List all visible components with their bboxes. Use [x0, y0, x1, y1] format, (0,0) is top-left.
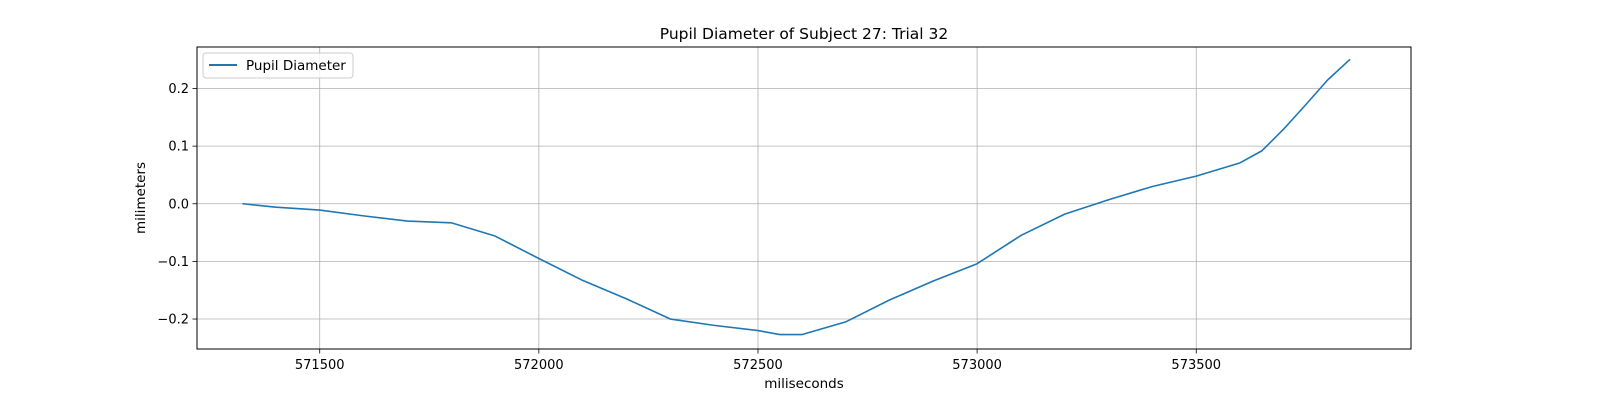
x-tick-label: 573500: [1171, 358, 1221, 373]
y-tick-label: −0.2: [157, 313, 189, 328]
grid: [197, 47, 1411, 349]
x-tick-label: 571500: [295, 358, 345, 373]
series-layer: [242, 58, 1351, 336]
legend: Pupil Diameter: [202, 52, 354, 79]
y-axis-label: milimeters: [133, 162, 149, 234]
x-tick-label: 572500: [733, 358, 783, 373]
x-tick-label: 572000: [514, 358, 564, 373]
y-tick-label: 0.2: [168, 82, 189, 97]
y-tick-label: −0.1: [157, 255, 189, 270]
y-tick-label: 0.1: [168, 140, 189, 155]
x-axis-label: miliseconds: [764, 376, 844, 392]
y-tick-label: 0.0: [168, 197, 189, 212]
chart-title: Pupil Diameter of Subject 27: Trial 32: [660, 25, 949, 43]
plot-frame: [196, 46, 1412, 350]
x-tick-label: 573000: [952, 358, 1002, 373]
series-line: [242, 58, 1351, 336]
x-axis: 571500 572000 572500 573000 573500: [295, 349, 1221, 373]
legend-box: [202, 52, 354, 79]
y-axis: −0.2 −0.1 0.0 0.1 0.2: [157, 82, 197, 328]
legend-label: Pupil Diameter: [246, 58, 346, 74]
